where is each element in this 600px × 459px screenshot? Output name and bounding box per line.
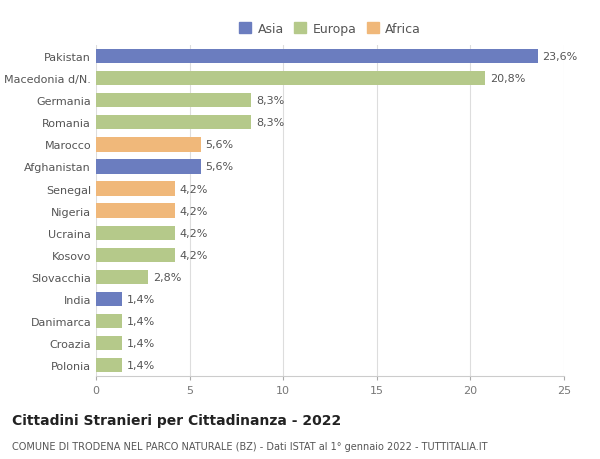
Text: 4,2%: 4,2% [179, 206, 208, 216]
Text: 5,6%: 5,6% [206, 140, 233, 150]
Text: 1,4%: 1,4% [127, 338, 155, 348]
Bar [96, 336, 122, 351]
Text: 4,2%: 4,2% [179, 228, 208, 238]
Bar [96, 94, 251, 108]
Bar [96, 160, 201, 174]
Bar [96, 358, 122, 373]
Text: 1,4%: 1,4% [127, 294, 155, 304]
Bar [96, 204, 175, 218]
Bar [96, 72, 485, 86]
Text: 4,2%: 4,2% [179, 250, 208, 260]
Text: Cittadini Stranieri per Cittadinanza - 2022: Cittadini Stranieri per Cittadinanza - 2… [12, 413, 341, 427]
Bar [96, 116, 251, 130]
Text: 20,8%: 20,8% [490, 74, 526, 84]
Bar [96, 182, 175, 196]
Bar [96, 314, 122, 329]
Text: 1,4%: 1,4% [127, 316, 155, 326]
Legend: Asia, Europa, Africa: Asia, Europa, Africa [235, 19, 425, 39]
Bar [96, 248, 175, 263]
Bar [96, 270, 148, 285]
Text: 2,8%: 2,8% [153, 272, 181, 282]
Bar [96, 226, 175, 241]
Bar [96, 138, 201, 152]
Text: 5,6%: 5,6% [206, 162, 233, 172]
Text: COMUNE DI TRODENA NEL PARCO NATURALE (BZ) - Dati ISTAT al 1° gennaio 2022 - TUTT: COMUNE DI TRODENA NEL PARCO NATURALE (BZ… [12, 441, 487, 451]
Text: 23,6%: 23,6% [542, 52, 578, 62]
Bar [96, 292, 122, 307]
Text: 8,3%: 8,3% [256, 118, 284, 128]
Text: 4,2%: 4,2% [179, 184, 208, 194]
Text: 1,4%: 1,4% [127, 360, 155, 370]
Text: 8,3%: 8,3% [256, 96, 284, 106]
Bar [96, 50, 538, 64]
